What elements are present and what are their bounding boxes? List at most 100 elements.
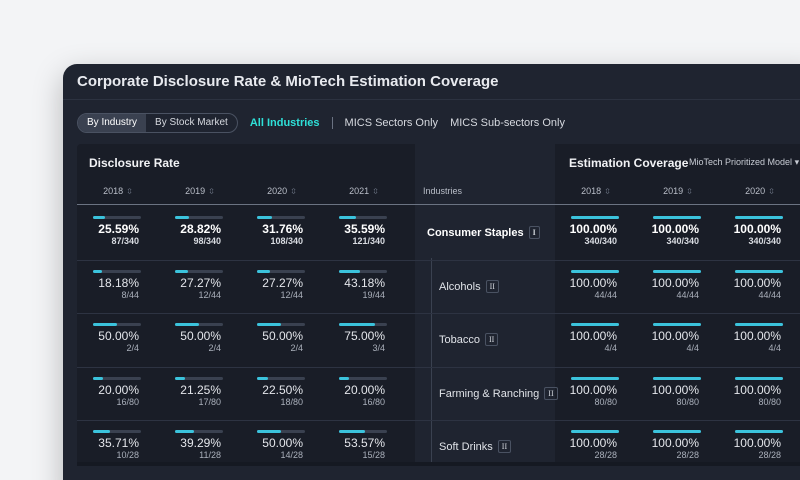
disclosure-year-header[interactable]: 2020 ⇳	[241, 186, 323, 196]
disclosure-bar-fill	[175, 430, 194, 433]
disclosure-count: 3/4	[372, 343, 385, 353]
disclosure-percent: 25.59%	[98, 222, 139, 236]
disclosure-count: 121/340	[352, 236, 385, 246]
coverage-percent: 100.00%	[569, 329, 617, 343]
disclosure-year-header[interactable]: 2021 ⇳	[323, 186, 405, 196]
industry-name[interactable]: Farming & Ranching II	[439, 387, 558, 400]
disclosure-cell: 27.27% 12/44	[241, 276, 323, 300]
row-divider	[77, 420, 800, 421]
disclosure-percent: 43.18%	[344, 276, 385, 290]
main-window: Corporate Disclosure Rate & MioTech Esti…	[63, 64, 800, 480]
disclosure-bar	[339, 323, 387, 326]
industry-name[interactable]: Consumer Staples I	[427, 226, 540, 239]
sort-icon[interactable]: ⇳	[604, 187, 611, 196]
coverage-percent: 100.00%	[733, 329, 781, 343]
disclosure-bar	[257, 216, 305, 219]
disclosure-count: 2/4	[126, 343, 139, 353]
disclosure-count: 16/80	[362, 397, 385, 407]
industry-name[interactable]: Tobacco II	[439, 333, 499, 346]
disclosure-bar	[175, 216, 223, 219]
coverage-cell: 100.00% 340/340	[719, 222, 800, 246]
view-toggle: By Industry By Stock Market	[77, 113, 238, 133]
coverage-cell: 100.00% 80/80	[719, 383, 800, 407]
coverage-year-header[interactable]: 2019 ⇳	[637, 186, 719, 196]
industry-label: Tobacco	[439, 333, 480, 346]
disclosure-cell: 50.00% 2/4	[241, 329, 323, 353]
disclosure-year-header[interactable]: 2018 ⇳	[77, 186, 159, 196]
by-stock-market-button[interactable]: By Stock Market	[155, 117, 228, 128]
disclosure-bar	[175, 377, 223, 380]
header-divider	[77, 204, 800, 205]
disclosure-year-header[interactable]: 2019 ⇳	[159, 186, 241, 196]
disclosure-percent: 35.59%	[344, 222, 385, 236]
coverage-year-header[interactable]: 2018 ⇳	[555, 186, 637, 196]
disclosure-count: 19/44	[362, 290, 385, 300]
model-select[interactable]: MioTech Prioritized Model ▾	[689, 157, 799, 168]
disclosure-percent: 50.00%	[98, 329, 139, 343]
row-divider	[77, 367, 800, 368]
coverage-count: 80/80	[758, 397, 781, 407]
table-footer	[77, 462, 800, 466]
disclosure-count: 12/44	[280, 290, 303, 300]
sort-icon[interactable]: ⇳	[372, 187, 379, 196]
filter-all-industries[interactable]: All Industries	[249, 117, 320, 129]
disclosure-cell: 39.29% 11/28	[159, 436, 241, 460]
sort-icon[interactable]: ⇳	[686, 187, 693, 196]
coverage-bar-fill	[571, 216, 619, 219]
level-badge: II	[484, 333, 499, 346]
by-industry-button[interactable]: By Industry	[78, 114, 147, 132]
disclosure-bar	[175, 323, 223, 326]
disclosure-cell: 27.27% 12/44	[159, 276, 241, 300]
coverage-bar	[653, 216, 701, 219]
coverage-bar-fill	[735, 216, 783, 219]
year-label: 2020	[267, 186, 288, 196]
industry-label: Consumer Staples	[427, 226, 524, 239]
coverage-bar-fill	[653, 430, 701, 433]
level-badge: II	[485, 280, 499, 293]
coverage-cell: 100.00% 44/44	[555, 276, 637, 300]
disclosure-percent: 21.25%	[180, 383, 221, 397]
coverage-cell: 100.00% 4/4	[719, 329, 800, 353]
coverage-bar-fill	[571, 430, 619, 433]
sort-icon[interactable]: ⇳	[290, 187, 297, 196]
industry-name[interactable]: Alcohols II	[439, 280, 499, 293]
coverage-bar	[653, 377, 701, 380]
filter-subsectors-only[interactable]: MICS Sub-sectors Only	[450, 117, 565, 129]
disclosure-cell: 21.25% 17/80	[159, 383, 241, 407]
filter-sectors-only[interactable]: MICS Sectors Only	[344, 117, 439, 129]
coverage-count: 80/80	[676, 397, 699, 407]
disclosure-bar-fill	[257, 216, 273, 219]
filter-bar: By Industry By Stock Market All Industri…	[77, 112, 800, 134]
disclosure-count: 10/28	[116, 450, 139, 460]
coverage-count: 44/44	[594, 290, 617, 300]
level-badge: II	[497, 440, 512, 453]
disclosure-bar	[257, 270, 305, 273]
sort-icon[interactable]: ⇳	[768, 187, 775, 196]
coverage-count: 44/44	[676, 290, 699, 300]
disclosure-bar	[175, 430, 223, 433]
sort-icon[interactable]: ⇳	[208, 187, 215, 196]
disclosure-count: 8/44	[121, 290, 139, 300]
disclosure-title: Disclosure Rate	[89, 156, 180, 170]
coverage-percent: 100.00%	[733, 436, 781, 450]
disclosure-bar-fill	[175, 377, 186, 380]
coverage-year-header[interactable]: 2020 ⇳	[719, 186, 800, 196]
disclosure-count: 98/340	[193, 236, 221, 246]
coverage-bar	[653, 323, 701, 326]
sort-icon[interactable]: ⇳	[126, 187, 133, 196]
disclosure-cell: 35.59% 121/340	[323, 222, 405, 246]
industry-name[interactable]: Soft Drinks II	[439, 440, 512, 453]
disclosure-bar	[257, 430, 305, 433]
disclosure-bar	[175, 270, 223, 273]
year-label: 2019	[185, 186, 206, 196]
coverage-bar-fill	[571, 323, 619, 326]
disclosure-percent: 50.00%	[262, 329, 303, 343]
disclosure-bar-fill	[93, 270, 102, 273]
disclosure-bar-fill	[257, 377, 268, 380]
disclosure-count: 2/4	[290, 343, 303, 353]
coverage-cell: 100.00% 340/340	[637, 222, 719, 246]
disclosure-cell: 50.00% 2/4	[77, 329, 159, 353]
disclosure-percent: 53.57%	[344, 436, 385, 450]
disclosure-percent: 75.00%	[344, 329, 385, 343]
disclosure-percent: 31.76%	[262, 222, 303, 236]
